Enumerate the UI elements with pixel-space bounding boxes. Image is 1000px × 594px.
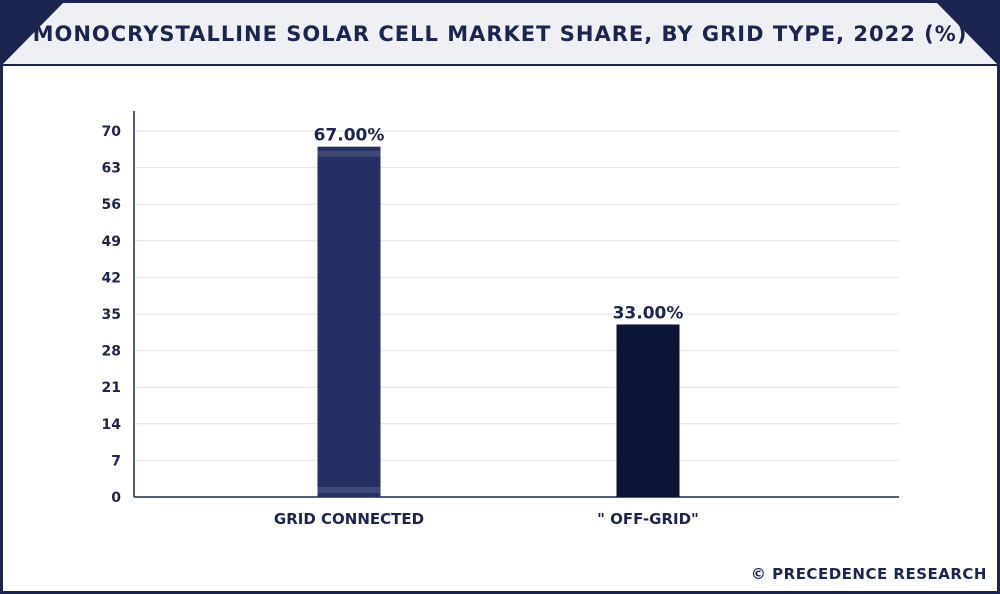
banner-corner-left <box>3 3 63 64</box>
title-banner: MONOCRYSTALLINE SOLAR CELL MARKET SHARE,… <box>3 3 997 66</box>
y-tick-label: 70 <box>102 124 122 140</box>
y-tick-label: 49 <box>102 234 121 250</box>
y-tick-label: 42 <box>102 270 121 286</box>
y-tick-label: 56 <box>102 197 121 213</box>
y-tick-label: 14 <box>102 417 122 433</box>
bar-highlight <box>317 487 381 493</box>
source-credit: © PRECEDENCE RESEARCH <box>750 565 987 583</box>
banner-corner-right <box>937 3 997 64</box>
data-label: 33.00% <box>613 303 684 323</box>
bar-chart: 0 7 14 21 28 35 42 49 56 63 70 67.00% GRID CONNECTED… <box>102 111 899 528</box>
data-label: 67.00% <box>314 126 385 146</box>
x-tick-label: GRID CONNECTED <box>274 510 424 528</box>
y-tick-label: 21 <box>102 380 121 396</box>
y-tick-label: 0 <box>111 490 121 506</box>
bar <box>616 324 680 497</box>
y-tick-label: 28 <box>102 344 121 360</box>
chart-title: MONOCRYSTALLINE SOLAR CELL MARKET SHARE,… <box>32 21 968 46</box>
bar <box>317 146 381 497</box>
x-tick-label: " OFF-GRID" <box>597 510 699 528</box>
y-tick-label: 7 <box>111 453 121 469</box>
bar-highlight <box>317 150 381 157</box>
y-tick-label: 35 <box>102 307 121 323</box>
y-tick-label: 63 <box>102 161 121 177</box>
